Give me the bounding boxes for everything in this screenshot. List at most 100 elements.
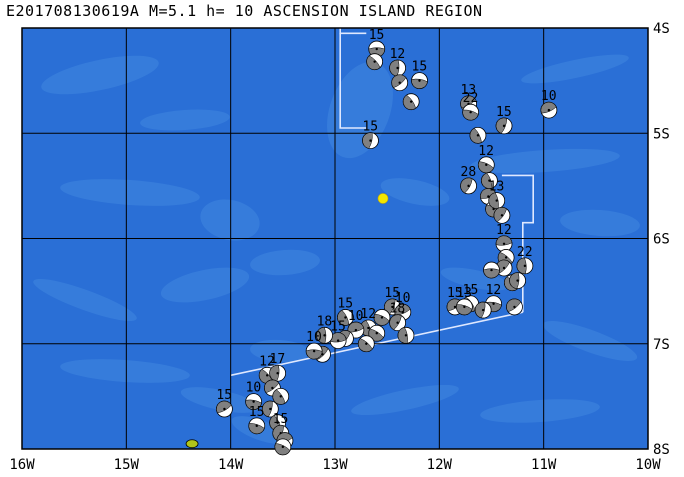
depth-label: 15 bbox=[447, 286, 463, 301]
beachball-compression bbox=[495, 235, 513, 246]
focal-mechanism bbox=[397, 326, 415, 344]
focal-mechanism: 15 bbox=[337, 296, 354, 326]
beachball-center bbox=[469, 111, 472, 114]
beachball-compression bbox=[389, 314, 402, 331]
beachball-center bbox=[500, 214, 504, 217]
beachball-center bbox=[504, 256, 508, 259]
focal-mechanism: 22 bbox=[462, 91, 480, 121]
epicenter-dot bbox=[377, 193, 389, 204]
beachball-center bbox=[485, 163, 488, 167]
beachball-center bbox=[223, 407, 226, 411]
beachball-center bbox=[255, 424, 258, 428]
depth-label: 12 bbox=[259, 354, 275, 369]
depth-label: 10 bbox=[541, 89, 557, 104]
beachball-center bbox=[276, 372, 279, 375]
beachball-compression bbox=[248, 423, 265, 434]
focal-mechanism bbox=[272, 387, 290, 405]
focal-mechanism: 10 bbox=[540, 89, 558, 119]
depth-label: 15 bbox=[273, 412, 289, 427]
depth-label: 10 bbox=[306, 330, 322, 345]
beachball-compression bbox=[272, 389, 286, 405]
focal-mechanism bbox=[357, 335, 375, 353]
beachball-compression bbox=[481, 172, 493, 189]
depth-label: 15 bbox=[330, 320, 346, 335]
shallow-patch bbox=[560, 209, 640, 237]
lon-tick-label: 11W bbox=[531, 457, 557, 473]
depth-label: 13 bbox=[489, 180, 505, 195]
depth-label: 18 bbox=[317, 314, 333, 329]
focal-mechanisms: 1512151513221510122813122212151513151510… bbox=[216, 28, 558, 456]
beachball-center bbox=[516, 279, 519, 282]
lat-tick-label: 4S bbox=[653, 21, 670, 37]
beachball-compression bbox=[274, 443, 291, 456]
lat-tick-label: 6S bbox=[653, 232, 670, 248]
beachball-center bbox=[396, 66, 399, 70]
map-title: E201708130619A M=5.1 h= 10 ASCENSION ISL… bbox=[6, 2, 483, 20]
shallow-patch bbox=[351, 384, 459, 416]
beachball-compression bbox=[245, 399, 262, 410]
focal-mechanism: 15 bbox=[411, 60, 428, 90]
beachball-compression bbox=[483, 268, 500, 279]
depth-label: 15 bbox=[496, 105, 512, 120]
beachball-center bbox=[513, 305, 516, 309]
depth-label: 15 bbox=[412, 60, 428, 75]
beachball-compression bbox=[495, 117, 508, 134]
lon-tick-label: 12W bbox=[427, 457, 453, 473]
beachball-center bbox=[502, 124, 506, 128]
beachball-compression bbox=[462, 109, 479, 121]
beachball-compression bbox=[397, 327, 408, 344]
beachball-center bbox=[336, 339, 340, 342]
depth-label: 15 bbox=[362, 120, 378, 135]
depth-label: 10 bbox=[395, 291, 411, 306]
shallow-patch bbox=[200, 199, 260, 241]
focal-mechanism: 10 bbox=[305, 330, 323, 360]
shallow-patch bbox=[470, 148, 620, 174]
lon-tick-label: 10W bbox=[635, 457, 661, 473]
beachball-center bbox=[380, 316, 384, 319]
focal-mechanism bbox=[469, 126, 487, 144]
depth-label: 18 bbox=[390, 302, 406, 317]
depth-label: 22 bbox=[517, 245, 533, 260]
beachball-center bbox=[463, 305, 466, 309]
focal-mechanism: 12 bbox=[477, 144, 495, 174]
beachball-center bbox=[269, 407, 272, 411]
depth-label: 10 bbox=[348, 309, 364, 324]
beachball-center bbox=[488, 179, 491, 182]
focal-mechanism bbox=[509, 272, 526, 290]
beachball-center bbox=[467, 184, 470, 188]
beachball-compression bbox=[469, 127, 482, 144]
beachball-compression bbox=[474, 301, 486, 319]
focal-mechanism: 12 bbox=[258, 354, 276, 384]
depth-label: 12 bbox=[496, 223, 512, 238]
lat-tick-label: 5S bbox=[653, 126, 670, 142]
focal-mechanism: 15 bbox=[362, 120, 379, 150]
beachball-compression bbox=[305, 349, 323, 360]
beachball-center bbox=[495, 199, 498, 202]
focal-mechanism bbox=[263, 379, 281, 397]
beachball-center bbox=[375, 332, 378, 335]
beachball-center bbox=[373, 60, 376, 63]
shallow-patch bbox=[440, 267, 510, 291]
shallow-patch bbox=[327, 61, 393, 159]
lat-lon-grid bbox=[21, 27, 649, 450]
beachball-compression bbox=[493, 207, 507, 223]
beachball-center bbox=[492, 302, 495, 305]
beachball-compression bbox=[516, 257, 527, 275]
beachball-center bbox=[398, 81, 401, 84]
beachball-compression bbox=[391, 74, 407, 89]
beachball-compression bbox=[540, 101, 557, 114]
beachball-center bbox=[271, 386, 274, 390]
beachball-compression bbox=[394, 303, 411, 316]
shallow-patch bbox=[33, 278, 137, 322]
beachball-compression bbox=[366, 55, 381, 70]
beachball-center bbox=[344, 316, 347, 319]
beachball-center bbox=[418, 79, 421, 82]
focal-mechanism: 28 bbox=[460, 165, 477, 195]
shallow-patch bbox=[180, 387, 260, 413]
lat-tick-label: 7S bbox=[653, 337, 670, 353]
beachball-compression bbox=[216, 400, 232, 414]
beachball-compression bbox=[411, 78, 428, 89]
axis-labels: 16W 15W 14W 13W 12W 11W 10W 4S 5S 6S 7S 8S bbox=[9, 21, 670, 473]
beachball-center bbox=[265, 374, 269, 377]
